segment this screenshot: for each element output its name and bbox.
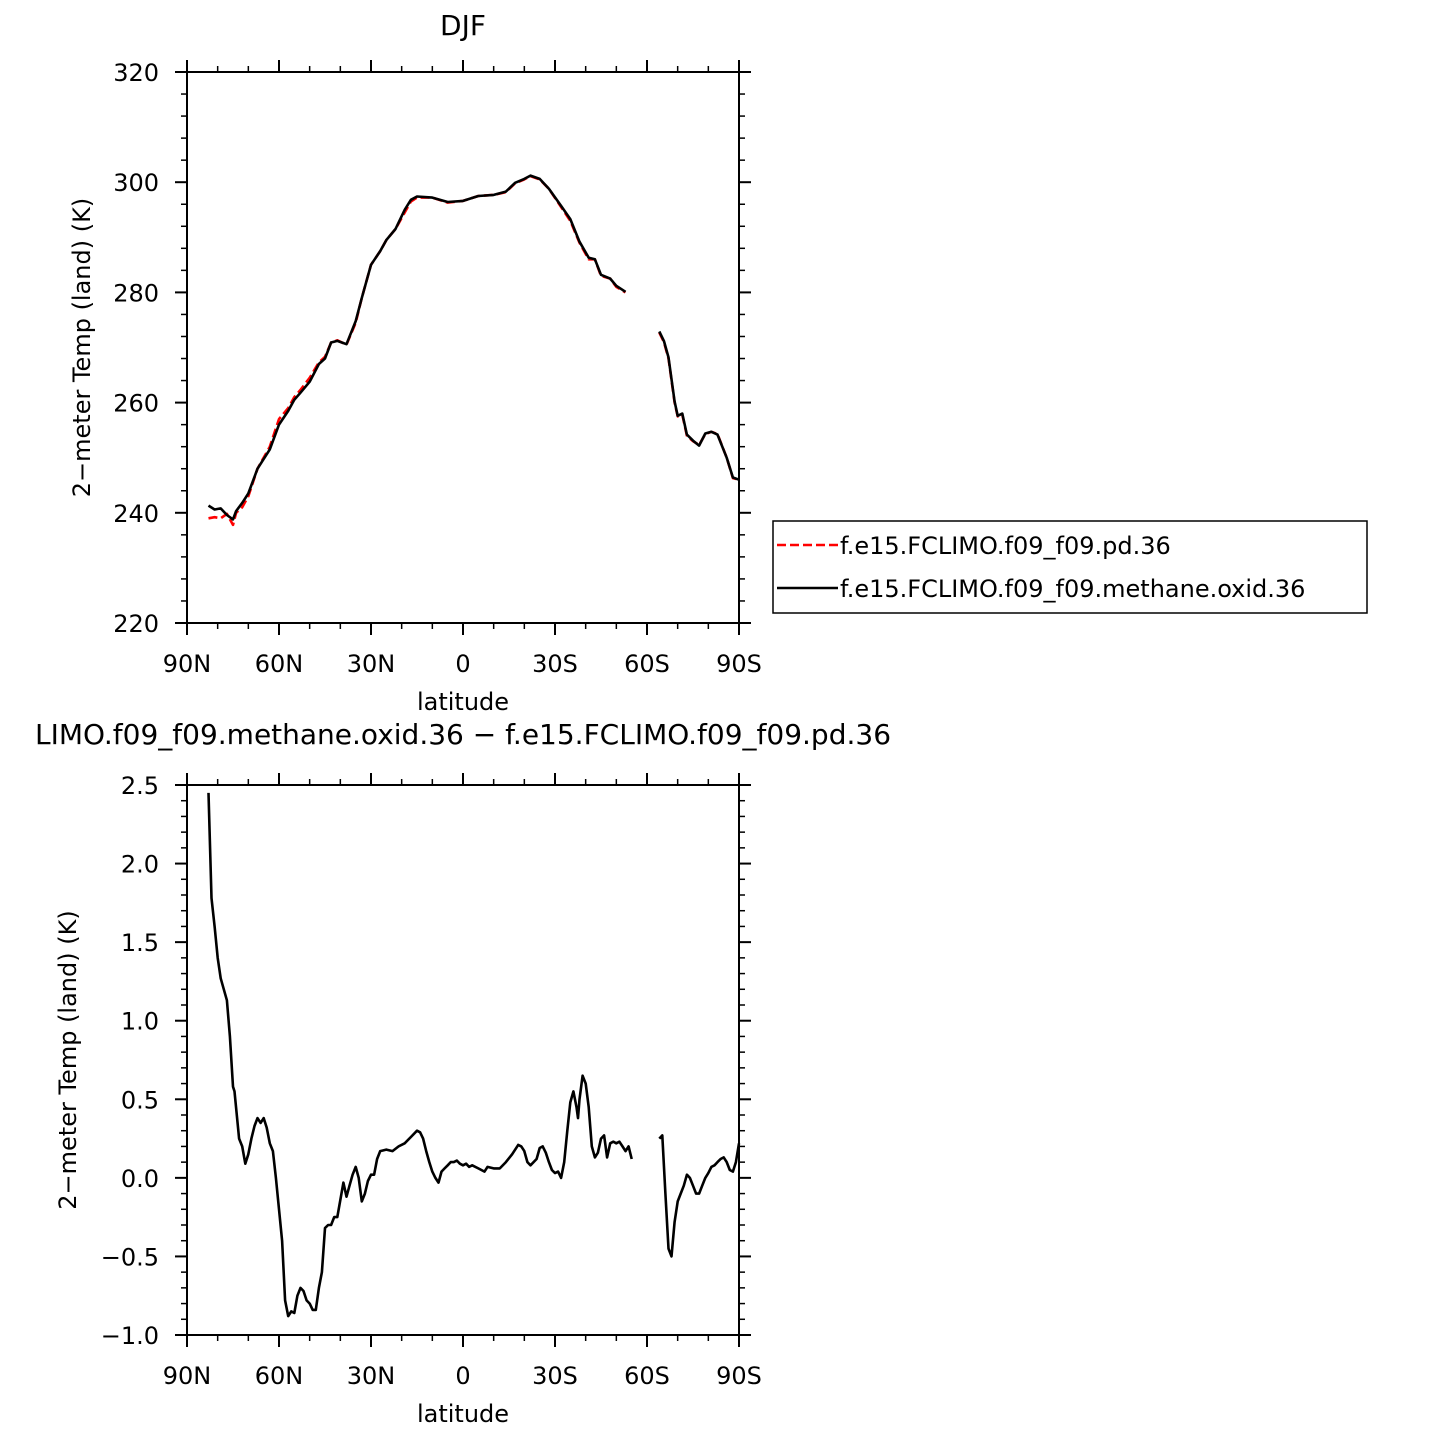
y-tick-label: 240 xyxy=(113,500,159,528)
legend-box xyxy=(772,520,1368,614)
x-tick-label: 60N xyxy=(255,650,304,678)
legend-label-1: f.e15.FCLIMO.f09_f09.pd.36 xyxy=(840,532,1171,560)
x-tick-label: 30S xyxy=(532,650,578,678)
y-tick-label: 260 xyxy=(113,390,159,418)
x-tick-label: 60N xyxy=(255,1362,304,1390)
series-line-1-segment-2 xyxy=(658,1134,741,1258)
x-tick-label: 30S xyxy=(532,1362,578,1390)
y-tick-label: 0.0 xyxy=(121,1165,159,1193)
y-tick-label: −1.0 xyxy=(101,1322,159,1350)
x-tick-label: 30N xyxy=(347,650,396,678)
x-axis-label: latitude xyxy=(417,1400,509,1428)
series-line-1-segment-1 xyxy=(208,174,627,527)
x-tick-label: 30N xyxy=(347,1362,396,1390)
chart-panel-2: 90N 60N 30N 0 30S 60S 90S −1.0 −0.5 0.0 0.5 1.0 1.5 2… xyxy=(35,718,891,1428)
series-line-2-segment-2 xyxy=(658,330,740,481)
series-line-1-segment-1 xyxy=(207,792,633,1318)
y-tick-label: 300 xyxy=(113,169,159,197)
x-tick-label: 0 xyxy=(455,650,470,678)
y-tick-label: 220 xyxy=(113,610,159,638)
y-tick-label: 1.0 xyxy=(121,1008,159,1036)
y-axis-label: 2−meter Temp (land) (K) xyxy=(68,198,96,497)
x-tick-label: 0 xyxy=(455,1362,470,1390)
series-line-2-segment-1 xyxy=(207,174,627,521)
chart-title: DJF xyxy=(440,9,486,42)
chart-legend: f.e15.FCLIMO.f09_f09.pd.36 f.e15.FCLIMO.f… xyxy=(772,520,1368,614)
x-tick-label: 90N xyxy=(163,650,212,678)
x-axis-label: latitude xyxy=(417,688,509,716)
x-tick-label: 60S xyxy=(624,650,670,678)
y-axis-label: 2−meter Temp (land) (K) xyxy=(54,910,82,1209)
x-tick-label: 90S xyxy=(716,650,762,678)
plot-frame xyxy=(186,784,740,1336)
y-tick-label: 0.5 xyxy=(121,1086,159,1114)
y-tick-label: 1.5 xyxy=(121,929,159,957)
y-tick-label: −0.5 xyxy=(101,1243,159,1271)
x-tick-label: 90N xyxy=(163,1362,212,1390)
y-tick-label: 2.0 xyxy=(121,851,159,879)
x-tick-label: 90S xyxy=(716,1362,762,1390)
x-tick-label: 60S xyxy=(624,1362,670,1390)
plot-frame xyxy=(186,71,740,624)
y-tick-label: 320 xyxy=(113,59,159,87)
legend-label-2: f.e15.FCLIMO.f09_f09.methane.oxid.36 xyxy=(840,575,1305,603)
chart-title: LIMO.f09_f09.methane.oxid.36 − f.e15.FCL… xyxy=(35,718,891,751)
chart-panel-1: 90N 60N 30N 0 30S 60S 90S 220 240 260 280 300 320 DJF… xyxy=(68,9,762,716)
y-tick-label: 2.5 xyxy=(121,772,159,800)
y-tick-label: 280 xyxy=(113,279,159,307)
